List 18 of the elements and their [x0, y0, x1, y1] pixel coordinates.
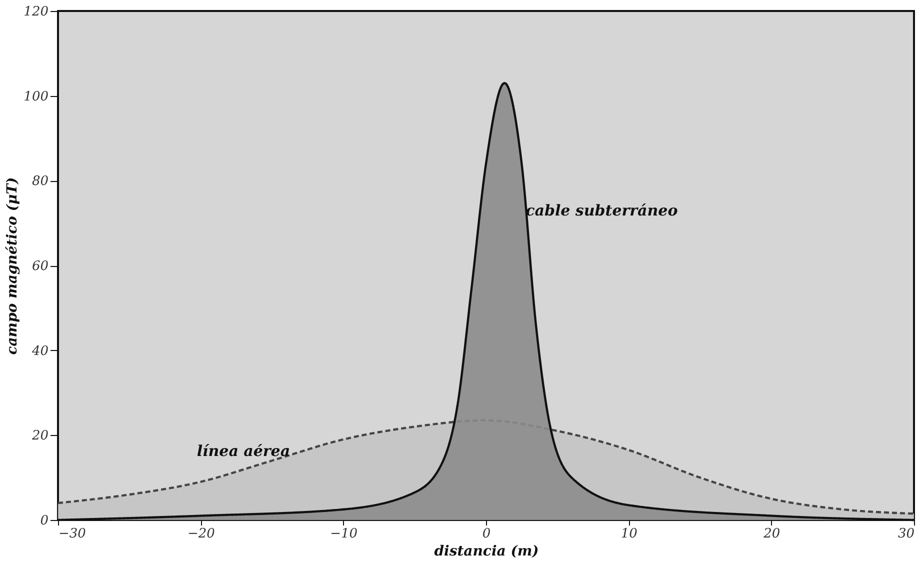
y-tick-label: 0 — [40, 514, 48, 528]
y-axis-title: campo magnético (μT) — [4, 177, 21, 355]
y-tick-label: 80 — [32, 174, 48, 190]
x-tick-label: −20 — [187, 526, 215, 542]
x-tick-label: −30 — [58, 526, 86, 542]
annotation: línea aérea — [196, 442, 290, 460]
x-tick-label: 20 — [762, 526, 780, 542]
y-tick-label: 60 — [32, 259, 48, 274]
annotation: cable subterráneo — [526, 201, 678, 220]
x-tick-label: 0 — [482, 526, 491, 542]
x-tick-label: 10 — [620, 526, 638, 542]
y-tick-label: 40 — [30, 344, 48, 359]
x-tick-label: −10 — [330, 526, 358, 542]
x-tick-label: 30 — [898, 526, 914, 542]
y-tick-label: 20 — [30, 428, 48, 444]
y-tick-label: 120 — [24, 4, 48, 20]
x-axis-title: distancia (m) — [434, 544, 539, 560]
y-tick-label: 100 — [24, 89, 48, 104]
